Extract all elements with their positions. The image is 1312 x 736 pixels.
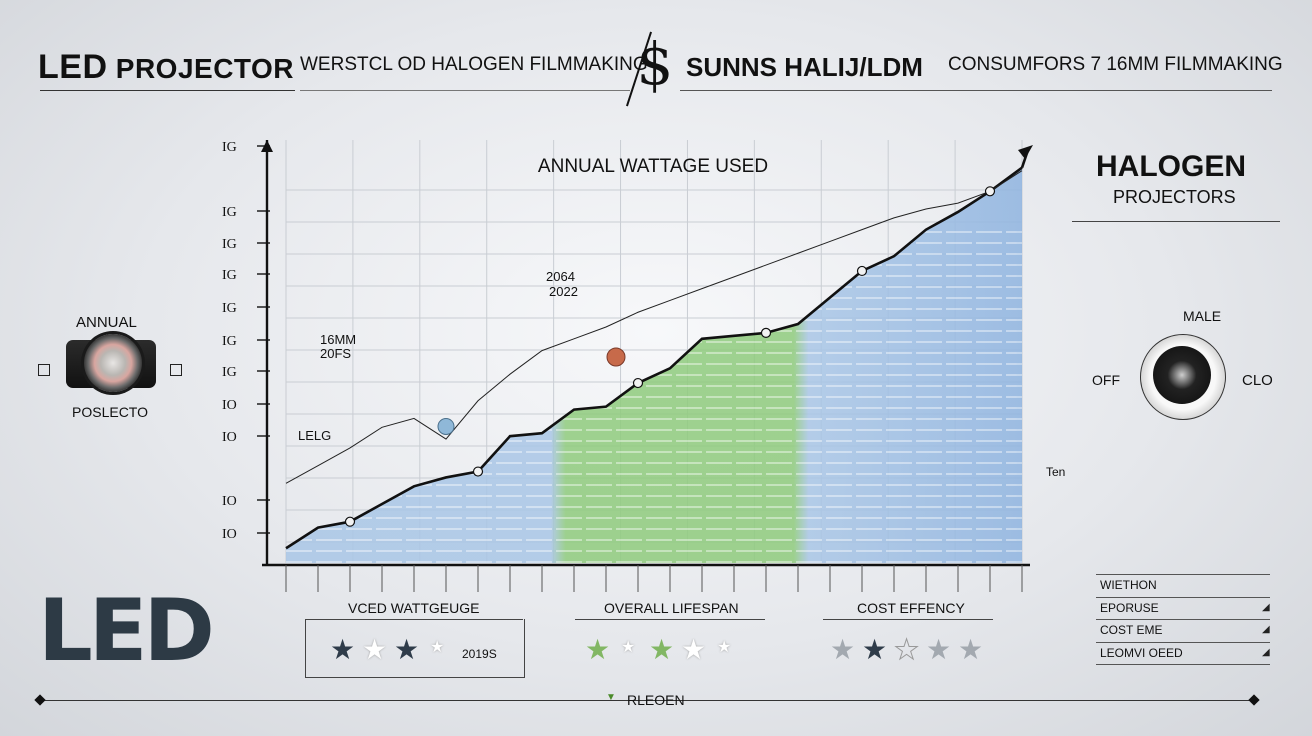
legend-arrow-icon[interactable]: ◢ [1262,624,1270,635]
chart-annotation: 2064 [546,269,575,284]
y-tick-label: IO [222,430,237,445]
rating-section-title: OVERALL LIFESPAN [604,600,739,616]
side-note: Ten [1046,465,1066,479]
data-point-marker [632,377,644,389]
rating-note: 2019S [462,647,497,661]
rating-section-title: VCED WATTGEUGE [348,600,480,616]
rating-star-icon: ★ [862,634,888,665]
halogen-divider [1072,221,1280,222]
checkbox-right[interactable] [170,364,182,376]
y-tick-label: IG [222,140,237,155]
rating-section-title: COST EFFENCY [857,600,965,616]
projector-lens-icon [1153,346,1211,404]
header-divider [300,90,630,91]
data-point-highlight [437,417,455,435]
legend-divider [1096,642,1270,643]
rating-box [305,619,525,678]
chart-annotation: 20FS [320,346,351,361]
rating-star-icon: ★ [926,634,952,665]
rating-star-icon: ★ [362,634,388,665]
rating-star-icon: ★ [830,634,856,665]
rating-star-icon: ★ [649,634,675,665]
rating-section-divider [575,619,765,620]
rating-box-rule [305,619,523,620]
legend-arrow-icon[interactable]: ◢ [1262,602,1270,613]
data-point-marker [984,186,996,197]
rating-star-icon: ★ [430,639,445,656]
y-tick-label: IG [222,268,237,283]
rating-star-icon: ★ [893,634,920,665]
legend-item[interactable]: LEOMVI OEED [1100,646,1183,660]
legend-divider [1096,574,1270,575]
rating-star-icon: ★ [585,634,611,665]
data-point-marker [472,466,484,477]
series-area-led [286,167,1022,563]
rating-star-icon: ★ [717,639,732,656]
data-point-highlight [606,347,626,367]
left-device-caption: POSLECTO [72,404,148,420]
legend-divider [1096,619,1270,620]
legend-arrow-icon[interactable]: ◢ [1262,647,1270,658]
left-device-label: ANNUAL [76,314,137,331]
data-point-marker [344,516,356,527]
y-tick-label: IG [222,205,237,220]
rating-section-divider [823,619,993,620]
chart-title: ANNUAL WATTAGE USED [538,156,768,177]
title-led: LED [38,48,108,86]
chart-annotation: 16MM [320,332,356,347]
trend-arrow-stem [1020,149,1030,169]
legend-item[interactable]: WIETHON [1100,578,1157,592]
data-point-marker [760,327,772,338]
title-projector: PROJECTOR [115,53,295,84]
footer-triangle-icon: ▼ [606,692,616,703]
checkbox-left[interactable] [38,364,50,376]
chart-annotation: LELG [298,428,331,443]
page-title: LED PROJECTOR [38,48,294,87]
y-tick-label: IO [222,527,237,542]
led-logo: LED [38,581,215,681]
knob-right-label: CLO [1242,372,1273,389]
footer-label: RLEOEN [627,692,685,708]
rating-star-icon: ★ [621,639,636,656]
chart-annotation: 2022 [549,284,578,299]
footer-divider [40,700,1254,701]
legend-divider [1096,664,1270,665]
data-point-marker [856,265,868,277]
series-line-halogen [285,170,1023,484]
y-tick-label: IG [222,237,237,252]
y-tick-label: IO [222,494,237,509]
y-tick-label: IG [222,301,237,316]
halogen-heading: HALOGEN [1096,150,1246,183]
camera-lens-icon [84,334,142,392]
y-tick-label: IG [222,334,237,349]
y-tick-label: IO [222,398,237,413]
rating-star-icon: ★ [681,634,707,665]
knob-off-label: OFF [1092,372,1120,388]
rating-star-icon: ★ [330,634,356,665]
legend-item[interactable]: COST EME [1100,623,1163,637]
halogen-subheading: PROJECTORS [1113,187,1236,207]
title-right-subtitle: CONSUMFORS 7 16MM FILMMAKING [948,54,1283,75]
title-ampersand: $ [636,30,674,98]
header-divider [40,90,295,91]
rating-star-icon: ★ [958,634,984,665]
title-right-bold: SUNNS HALIJ/LDM [686,52,923,82]
legend-item[interactable]: EPORUSE [1100,601,1159,615]
series-line-led [285,166,1023,550]
title-subtitle-left: WERSTCL OD HALOGEN FILMMAKING [300,54,648,75]
legend-divider [1096,597,1270,598]
trend-arrow [1018,145,1033,159]
rating-star-icon: ★ [394,634,420,665]
right-device-label: MALE [1183,308,1222,324]
y-tick-label: IG [222,365,237,380]
header-divider [680,90,1272,91]
